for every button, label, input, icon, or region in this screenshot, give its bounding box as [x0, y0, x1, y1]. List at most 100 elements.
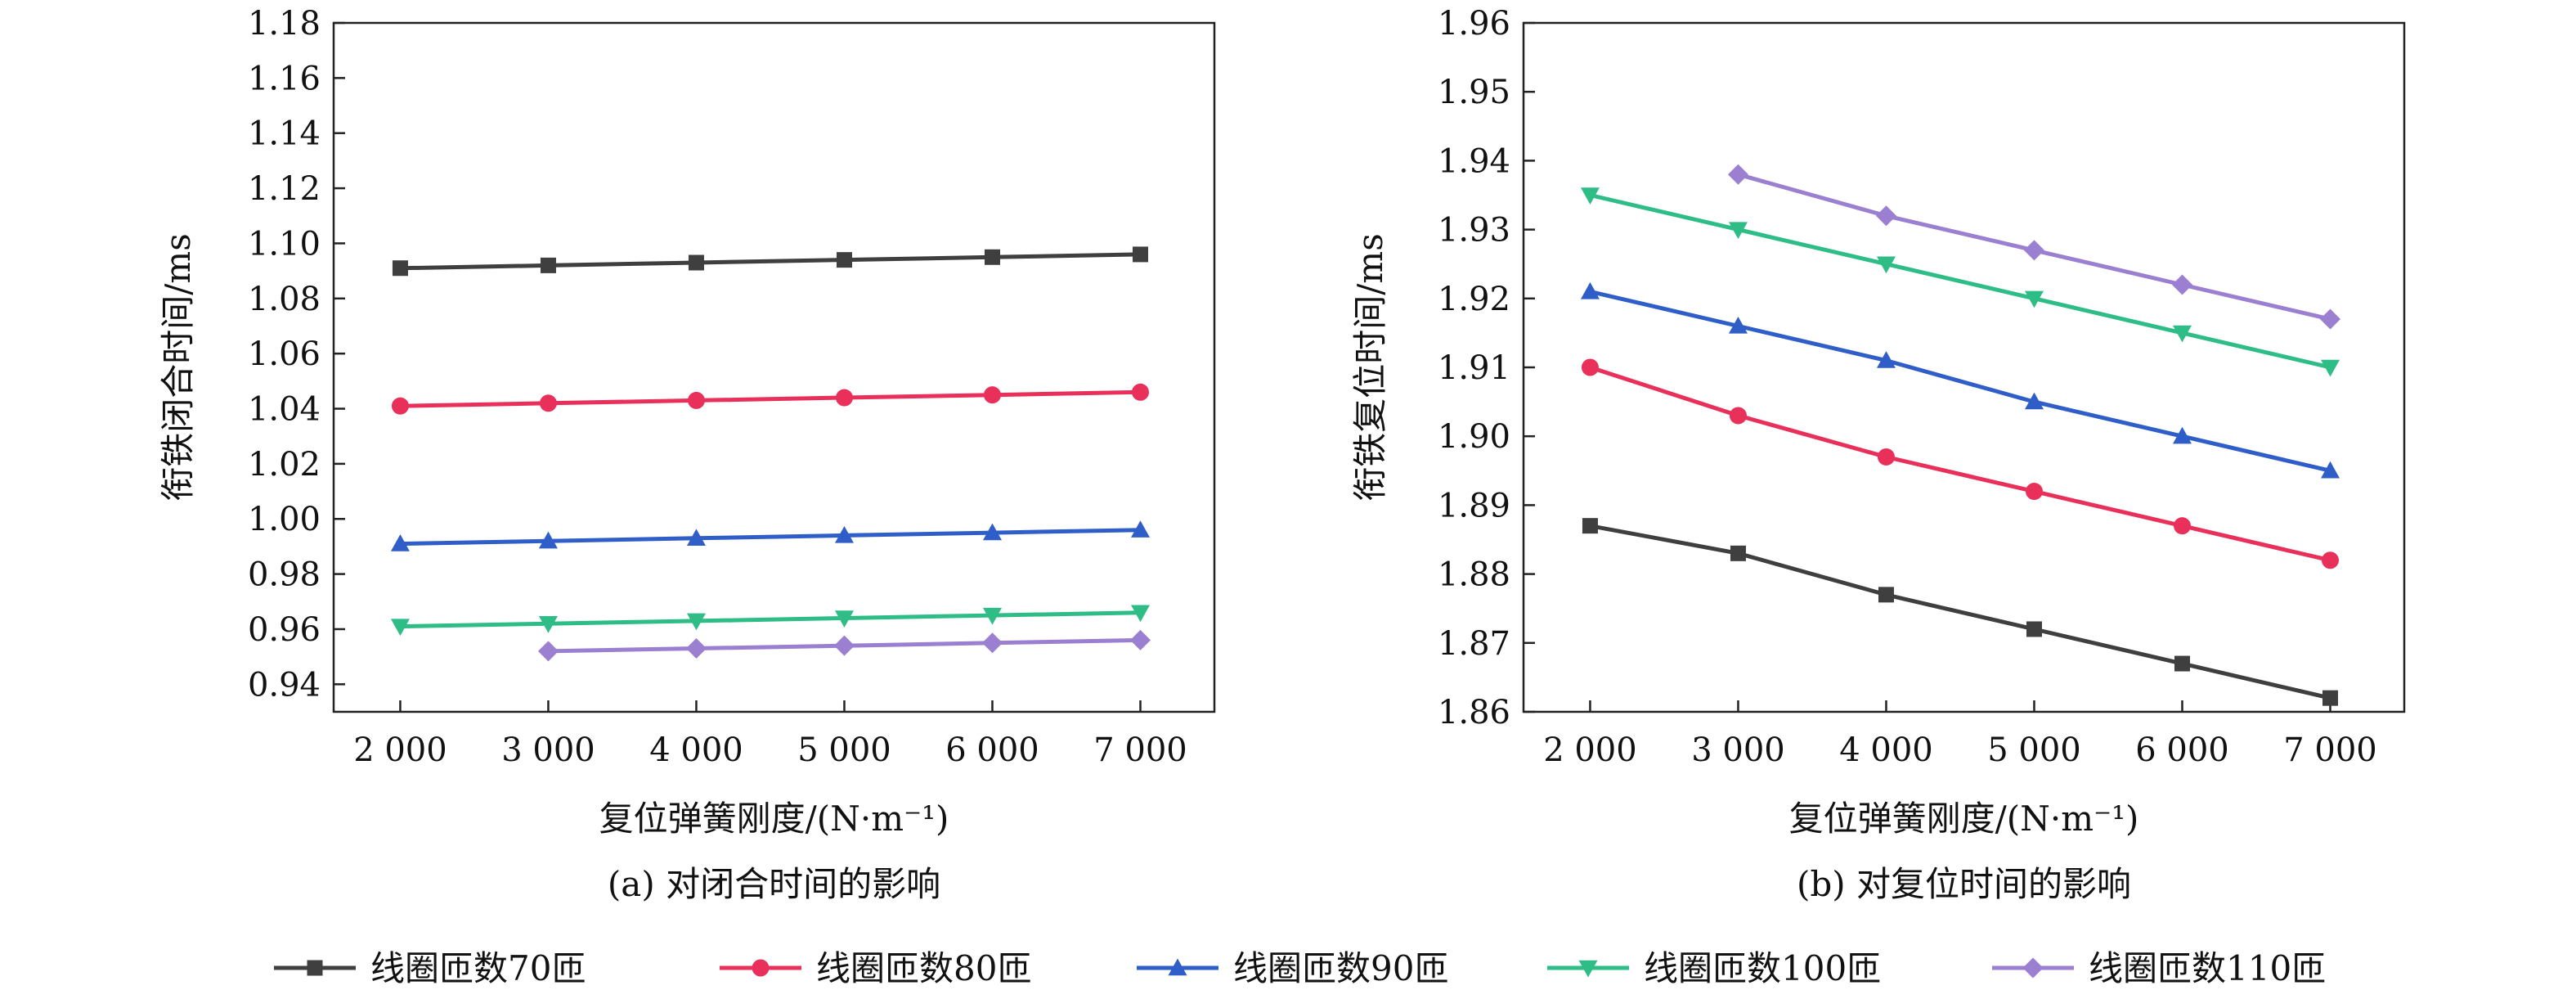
x-tick-label: 2 000	[1543, 731, 1637, 769]
series-line-s90	[400, 528, 1141, 547]
x-tick-label: 4 000	[649, 731, 743, 769]
data-point-s70	[1730, 545, 1746, 561]
legend-item-s80: 线圈匝数80匝	[720, 948, 1031, 988]
x-tick-label: 2 000	[353, 731, 447, 769]
series-line-s100	[1589, 193, 2331, 370]
legend: 线圈匝数70匝 线圈匝数80匝 线圈匝数90匝 线圈匝数100匝 线圈匝数110匝	[274, 948, 2326, 988]
y-tick-label: 1.92	[1438, 281, 1510, 318]
data-point-s90	[2172, 426, 2192, 444]
data-point-s100	[1130, 605, 1150, 623]
data-point-s80	[983, 386, 1001, 404]
y-tick-label: 1.93	[1438, 212, 1510, 250]
data-point-s110	[685, 638, 707, 659]
chart-panel-b: 1.86 1.87 1.88 1.89 1.90 1.91 1.92 1.93 1.94 1.95…	[1350, 5, 2406, 904]
series-line-s80	[400, 389, 1141, 408]
y-tick-label: 0.94	[248, 666, 321, 704]
series-s90	[1580, 281, 2340, 479]
data-point-s100	[686, 613, 706, 631]
y-tick-label: 1.00	[248, 501, 321, 538]
y-tick-label: 1.14	[248, 115, 321, 153]
data-point-s100	[982, 607, 1002, 625]
data-point-s90	[2320, 461, 2340, 479]
x-tick-label: 3 000	[501, 731, 595, 769]
data-point-s90	[2024, 392, 2044, 410]
legend-item-s70: 线圈匝数70匝	[274, 948, 586, 988]
data-point-s90	[1728, 316, 1748, 334]
data-point-s110	[2319, 308, 2340, 330]
legend-marker	[752, 959, 770, 977]
data-point-s80	[1877, 448, 1895, 466]
data-point-s90	[1130, 520, 1150, 538]
data-point-s80	[2321, 551, 2339, 569]
data-point-s110	[981, 632, 1003, 654]
x-axis-title: 复位弹簧刚度/(N·m⁻¹)	[1789, 799, 2139, 839]
y-tick-label: 1.87	[1438, 625, 1510, 663]
data-point-s90	[982, 523, 1002, 541]
legend-item-s110: 线圈匝数110匝	[1992, 948, 2326, 988]
x-tick-label: 7 000	[1093, 731, 1187, 769]
data-point-s80	[1131, 383, 1149, 401]
series-line-s70	[1590, 524, 2331, 700]
data-point-s70	[1582, 518, 1598, 534]
x-tick-label: 5 000	[797, 731, 891, 769]
legend-marker	[2022, 957, 2044, 979]
data-point-s70	[836, 252, 852, 268]
legend-label: 线圈匝数90匝	[1233, 948, 1448, 988]
y-tick-label: 0.96	[248, 611, 321, 649]
data-point-s110	[1727, 164, 1748, 185]
y-tick-label: 1.18	[248, 5, 321, 43]
series-line-s100	[400, 610, 1141, 629]
data-point-s90	[538, 531, 558, 549]
data-point-s110	[537, 641, 559, 662]
data-point-s70	[540, 257, 556, 273]
data-point-s80	[2173, 517, 2191, 535]
plot-frame	[332, 21, 1216, 713]
data-point-s80	[391, 397, 409, 415]
data-point-s70	[688, 254, 704, 271]
data-point-s90	[1580, 281, 1600, 299]
y-tick-label: 0.98	[248, 556, 321, 594]
data-point-s110	[833, 635, 855, 656]
data-point-s90	[390, 534, 410, 551]
data-point-s70	[392, 260, 408, 277]
data-point-s100	[834, 610, 854, 628]
legend-marker	[307, 960, 323, 976]
data-point-s80	[687, 391, 705, 409]
data-point-s70	[2174, 655, 2190, 672]
y-axis-title: 衔铁闭合时间/ms	[158, 233, 198, 502]
series-s70	[1582, 518, 2338, 706]
series-s80	[391, 383, 1149, 415]
x-tick-label: 4 000	[1839, 731, 1933, 769]
y-tick-label: 1.06	[248, 335, 321, 373]
legend-item-s90: 线圈匝数90匝	[1137, 948, 1448, 988]
y-tick-label: 1.08	[248, 281, 321, 318]
panel-caption: (a) 对闭合时间的影响	[608, 864, 940, 904]
data-point-s80	[539, 394, 557, 412]
data-point-s100	[1580, 187, 1600, 205]
series-s100	[390, 605, 1150, 637]
y-tick-label: 1.91	[1438, 349, 1510, 387]
data-point-s90	[1876, 351, 1896, 368]
data-point-s100	[2320, 359, 2340, 377]
y-tick-label: 1.02	[248, 446, 321, 484]
data-point-s100	[538, 616, 558, 633]
y-tick-label: 1.16	[248, 60, 321, 97]
legend-marker	[1168, 958, 1187, 976]
data-point-s100	[2024, 290, 2044, 308]
data-point-s80	[2025, 483, 2043, 501]
y-tick-label: 1.88	[1438, 556, 1510, 594]
data-point-s80	[1729, 407, 1747, 425]
y-tick-label: 1.86	[1438, 694, 1510, 731]
data-point-s70	[1878, 587, 1894, 603]
series-s110	[537, 629, 1151, 662]
legend-label: 线圈匝数80匝	[816, 948, 1031, 988]
x-tick-label: 6 000	[2135, 731, 2229, 769]
data-point-s110	[2023, 240, 2044, 261]
data-point-s80	[1581, 358, 1599, 376]
x-tick-label: 3 000	[1691, 731, 1785, 769]
series-s90	[390, 520, 1150, 551]
data-point-s70	[984, 249, 1000, 265]
data-point-s110	[1129, 629, 1151, 650]
data-point-s70	[2026, 621, 2042, 637]
